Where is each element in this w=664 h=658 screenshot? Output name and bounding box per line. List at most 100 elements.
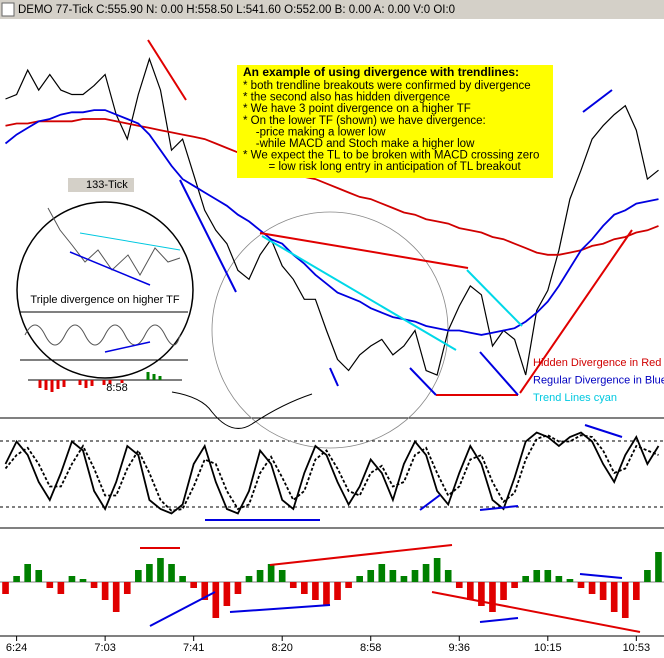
histogram-bar — [489, 582, 496, 612]
histogram-bar — [123, 582, 131, 594]
header-bar — [0, 0, 664, 19]
header-text: DEMO 77-Tick C:555.90 N: 0.00 H:558.50 L… — [18, 4, 455, 16]
histogram-bar — [146, 564, 153, 582]
histogram-bar — [467, 582, 474, 600]
histogram-bar — [2, 582, 9, 594]
histogram-bar — [35, 570, 43, 582]
regular-divergence-line — [149, 591, 216, 627]
regular-divergence-line — [584, 424, 623, 438]
histogram-bar — [422, 564, 430, 582]
trend-line — [261, 235, 457, 351]
note-line: -price making a lower low — [243, 126, 386, 138]
histogram-bar — [500, 582, 507, 600]
regular-divergence-line — [329, 367, 339, 387]
inset-divergence — [69, 251, 151, 286]
x-tick-label: 8:20 — [271, 642, 292, 654]
x-tick-label: 10:15 — [534, 642, 562, 654]
histogram-bar — [312, 582, 319, 600]
histogram-bar — [411, 570, 419, 582]
histogram-bar — [621, 582, 629, 618]
histogram-bar — [289, 582, 297, 588]
histogram-bar — [256, 570, 264, 582]
note-background — [237, 65, 553, 178]
histogram-bar — [455, 582, 463, 588]
legend-note: Regular Divergence in Blue — [533, 374, 664, 386]
window-icon[interactable] — [1, 2, 15, 17]
series-line — [4, 434, 659, 512]
regular-divergence-line — [479, 351, 519, 396]
regular-divergence-line — [179, 179, 237, 293]
histogram-bar — [378, 564, 386, 582]
histogram-bar — [301, 582, 308, 594]
histogram-bar — [135, 570, 142, 582]
note-line: * On the lower TF (shown) we have diverg… — [243, 115, 486, 127]
legend-note: Hidden Divergence in Red — [533, 357, 661, 369]
series-line — [4, 109, 659, 336]
histogram-bar — [24, 564, 31, 582]
inset-macd-neg — [38, 380, 124, 392]
histogram-bar — [356, 576, 363, 582]
histogram-bar — [157, 558, 164, 582]
inset-title: 133-Tick — [86, 179, 128, 191]
histogram-bar — [223, 582, 231, 606]
histogram-bar — [212, 582, 220, 618]
histogram-bar — [644, 570, 651, 582]
hidden-divergence-line — [269, 544, 453, 566]
hidden-divergence-line — [259, 232, 469, 269]
histogram-bar — [389, 570, 397, 582]
regular-divergence-line — [229, 604, 331, 613]
histogram-bar — [599, 582, 607, 600]
note-line: -while MACD and Stoch make a higher low — [243, 138, 475, 150]
hidden-divergence-line — [147, 39, 187, 101]
histogram-bar — [345, 582, 352, 588]
histogram-bar — [101, 582, 109, 600]
histogram-bar — [522, 576, 529, 582]
histogram-bar — [13, 576, 20, 582]
inset-divergence — [104, 341, 151, 353]
histogram-bar — [610, 582, 618, 612]
histogram-bar — [323, 582, 330, 606]
note-line: * We have 3 point divergence on a higher… — [243, 103, 471, 115]
trendlines — [140, 39, 641, 633]
histogram-bar — [478, 582, 485, 606]
legend-note: Trend Lines cyan — [533, 392, 617, 404]
histogram-bar — [46, 582, 54, 588]
regular-divergence-line — [479, 505, 519, 511]
histogram-bar — [588, 582, 596, 594]
note-line: * We expect the TL to be broken with MAC… — [243, 150, 539, 162]
note-title: An example of using divergence with tren… — [243, 65, 519, 79]
histogram-bar — [555, 576, 563, 582]
series-line — [5, 57, 659, 376]
note-line: * both trendline breakouts were confirme… — [243, 80, 531, 92]
histogram-bar — [201, 582, 209, 600]
inset-circle — [16, 201, 194, 379]
histogram-bar — [234, 582, 242, 594]
trend-line — [466, 269, 523, 327]
inset-macd-pos — [146, 372, 162, 380]
histogram-bar — [566, 579, 574, 582]
regular-divergence-line — [579, 573, 623, 579]
x-tick-label: 8:58 — [360, 642, 381, 654]
histogram-bar — [633, 582, 640, 600]
histogram-bar — [511, 582, 518, 588]
x-tick-label: 7:41 — [183, 642, 204, 654]
inset-time: 8:58 — [106, 382, 127, 394]
histogram-bar — [334, 582, 341, 600]
histogram-bar — [433, 558, 441, 582]
note-line: = low risk long entry in anticipation of… — [243, 161, 522, 173]
histogram-bar — [179, 576, 186, 582]
histogram-bar — [90, 582, 98, 588]
histogram-bar — [57, 582, 65, 594]
x-tick-label: 9:36 — [449, 642, 470, 654]
histogram-bar — [168, 564, 175, 582]
inset-stoch — [24, 324, 181, 346]
x-tick-label: 6:24 — [6, 642, 27, 654]
histogram-bar — [112, 582, 120, 612]
inset: 133-Tick Triple divergence on higher TF … — [16, 178, 194, 394]
histogram-bar — [655, 552, 662, 582]
histogram-bar — [533, 570, 541, 582]
x-tick-label: 10:53 — [623, 642, 651, 654]
regular-divergence-line — [479, 617, 519, 623]
regular-divergence-line — [409, 367, 437, 396]
